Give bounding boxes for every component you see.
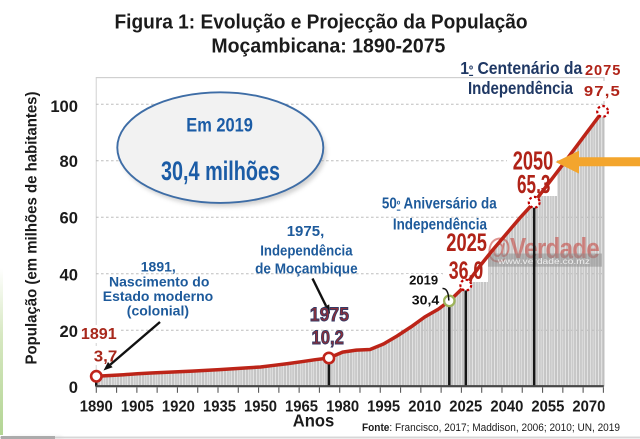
svg-text:Independência: Independência bbox=[468, 79, 573, 98]
svg-text:(colonial): (colonial) bbox=[127, 303, 189, 319]
svg-text:1º Centenário da: 1º Centenário da bbox=[460, 59, 582, 78]
svg-text:50º Aniversário da: 50º Aniversário da bbox=[382, 196, 497, 213]
svg-text:2055: 2055 bbox=[531, 398, 564, 415]
svg-text:2050: 2050 bbox=[513, 148, 554, 176]
svg-text:60: 60 bbox=[60, 209, 78, 228]
svg-text:20: 20 bbox=[60, 322, 78, 341]
svg-text:2075: 2075 bbox=[585, 63, 622, 79]
svg-text:Figura 1: Evolução e Projecção: Figura 1: Evolução e Projecção da Popula… bbox=[115, 10, 528, 33]
svg-text:2025: 2025 bbox=[446, 230, 487, 257]
svg-text:Anos: Anos bbox=[293, 411, 335, 431]
svg-text:1891,: 1891, bbox=[141, 259, 176, 275]
svg-text:2019: 2019 bbox=[409, 274, 438, 288]
svg-text:1975,: 1975, bbox=[287, 223, 325, 240]
svg-text:40: 40 bbox=[60, 265, 78, 284]
svg-text:97,5: 97,5 bbox=[584, 84, 621, 100]
svg-text:1920: 1920 bbox=[162, 398, 195, 415]
svg-text:0: 0 bbox=[69, 378, 78, 397]
svg-text:2070: 2070 bbox=[572, 398, 605, 415]
svg-text:Independência: Independência bbox=[260, 242, 353, 259]
svg-text:Estado moderno: Estado moderno bbox=[103, 288, 213, 304]
svg-text:1995: 1995 bbox=[367, 398, 400, 415]
svg-text:1965: 1965 bbox=[285, 398, 318, 415]
svg-text:de Moçambique: de Moçambique bbox=[255, 261, 358, 278]
svg-text:2010: 2010 bbox=[408, 398, 441, 415]
svg-text:65,3: 65,3 bbox=[517, 171, 550, 199]
svg-text:3,7: 3,7 bbox=[94, 349, 118, 366]
svg-text:Fonte: Francisco, 2017; Maddis: Fonte: Francisco, 2017; Maddison, 2006; … bbox=[362, 422, 620, 434]
svg-text:1905: 1905 bbox=[121, 398, 154, 415]
svg-text:30,4 milhões: 30,4 milhões bbox=[161, 156, 280, 186]
svg-text:80: 80 bbox=[60, 152, 78, 171]
svg-text:Nascimento do: Nascimento do bbox=[109, 274, 209, 290]
svg-text:Moçambicana: 1890-2075: Moçambicana: 1890-2075 bbox=[211, 34, 445, 57]
svg-text:36,0: 36,0 bbox=[449, 258, 484, 285]
svg-text:Independência: Independência bbox=[393, 216, 488, 233]
svg-text:1890: 1890 bbox=[80, 398, 113, 415]
svg-text:10,2: 10,2 bbox=[312, 327, 344, 349]
svg-text:1891: 1891 bbox=[81, 326, 117, 343]
svg-text:2040: 2040 bbox=[490, 398, 523, 415]
svg-text:www.verdade.co.mz: www.verdade.co.mz bbox=[497, 257, 590, 266]
svg-text:População (em milhões de habit: População (em milhões de habitantes) bbox=[24, 92, 41, 365]
svg-text:1980: 1980 bbox=[326, 398, 359, 415]
svg-text:1935: 1935 bbox=[203, 398, 236, 415]
svg-text:100: 100 bbox=[50, 97, 78, 116]
svg-text:1950: 1950 bbox=[244, 398, 277, 415]
svg-text:2025: 2025 bbox=[449, 398, 482, 415]
svg-text:30,4: 30,4 bbox=[412, 294, 440, 308]
svg-text:Em 2019: Em 2019 bbox=[186, 114, 253, 136]
svg-text:1975: 1975 bbox=[310, 304, 349, 326]
